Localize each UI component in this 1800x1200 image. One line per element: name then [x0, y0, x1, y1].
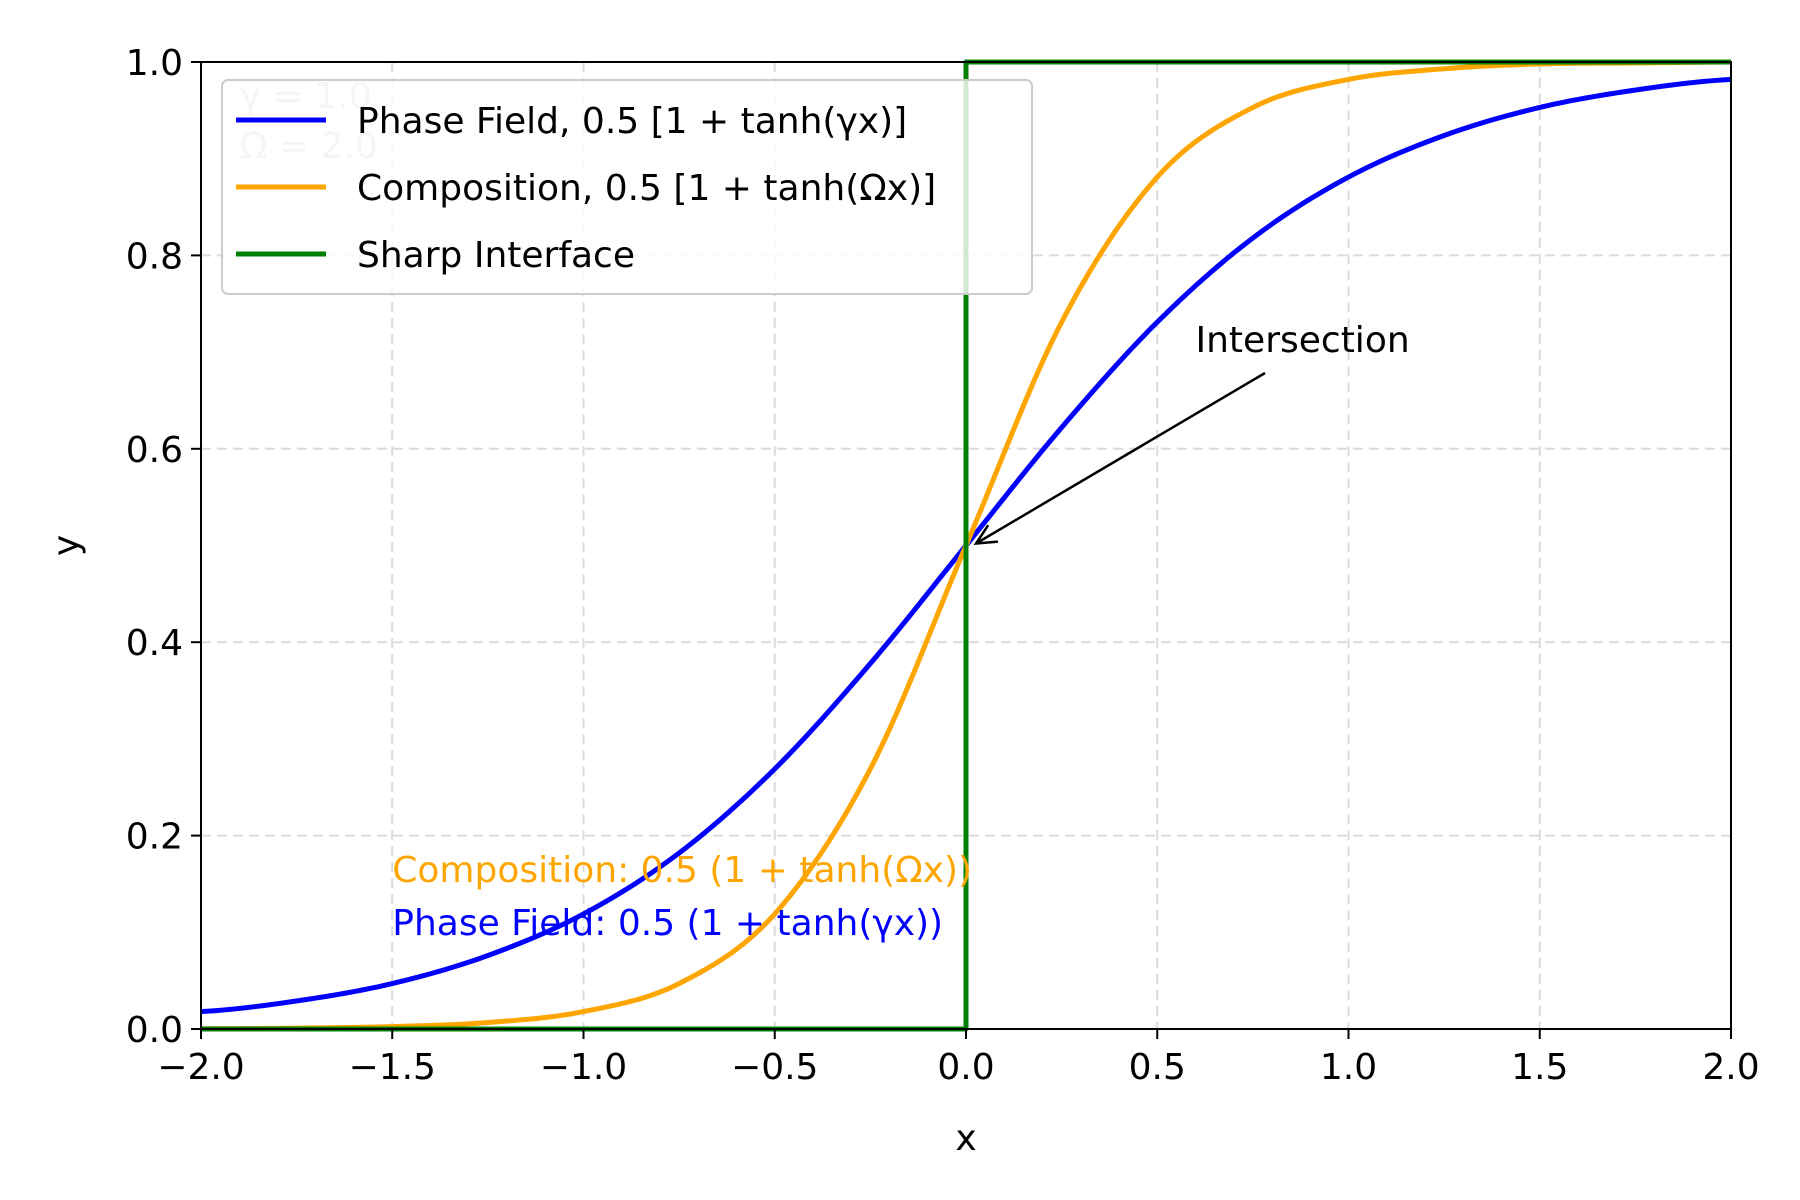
- legend-label: Phase Field, 0.5 [1 + tanh(γx)]: [357, 101, 907, 142]
- y-tick-label: 0.8: [126, 236, 183, 277]
- composition-formula-text: Composition: 0.5 (1 + tanh(Ωx)): [392, 850, 972, 891]
- intersection-arrow: [975, 371, 1266, 545]
- y-tick-label: 0.0: [126, 1010, 183, 1051]
- legend-label: Sharp Interface: [357, 235, 635, 276]
- x-tick-label: −2.0: [157, 1047, 244, 1088]
- x-tick-label: 0.5: [1129, 1047, 1186, 1088]
- intersection-label: Intersection: [1196, 320, 1410, 361]
- y-tick-label: 0.4: [126, 623, 183, 664]
- intersection-arrow-head: [973, 524, 999, 545]
- y-tick-label: 0.6: [126, 430, 183, 471]
- y-axis-label: y: [46, 535, 87, 556]
- legend-box: [221, 79, 1033, 295]
- legend: Phase Field, 0.5 [1 + tanh(γx)] Compositi…: [221, 79, 1033, 295]
- x-tick-label: 1.0: [1320, 1047, 1377, 1088]
- phase-field-formula-text: Phase Field: 0.5 (1 + tanh(γx)): [392, 903, 943, 944]
- x-tick-label: 0.0: [937, 1047, 994, 1088]
- ticks: −2.0 −1.5 −1.0 −0.5 0.0 0.5 1.0 1.5 2.0 0.0 0.2 0.4…: [126, 43, 1760, 1088]
- x-tick-label: 1.5: [1511, 1047, 1568, 1088]
- x-tick-label: −0.5: [731, 1047, 818, 1088]
- y-tick-label: 0.2: [126, 817, 183, 858]
- legend-label: Composition, 0.5 [1 + tanh(Ωx)]: [357, 168, 936, 209]
- x-tick-label: 2.0: [1702, 1047, 1759, 1088]
- y-tick-label: 1.0: [126, 43, 183, 84]
- x-axis-label: x: [955, 1118, 976, 1159]
- x-tick-label: −1.0: [540, 1047, 627, 1088]
- x-tick-label: −1.5: [349, 1047, 436, 1088]
